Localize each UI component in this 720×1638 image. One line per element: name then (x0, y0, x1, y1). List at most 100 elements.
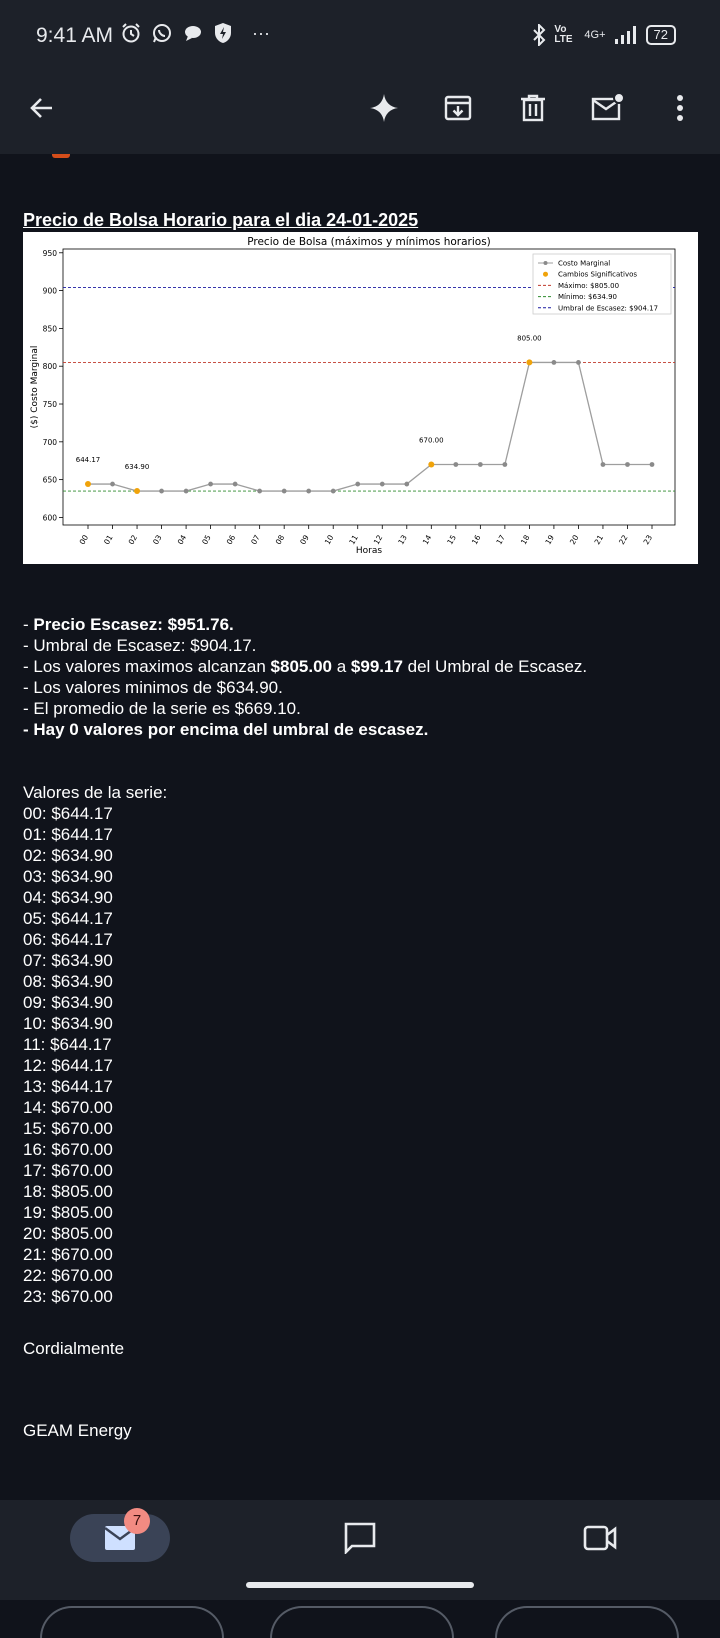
series-list: 00: $644.17 01: $644.17 02: $634.90 03: $63… (23, 803, 703, 1307)
series-point (306, 488, 312, 494)
x-tick-label: 11 (347, 533, 360, 546)
status-icons-left: ··· (120, 22, 270, 44)
summary-part: del Umbral de Escasez. (402, 657, 588, 676)
x-tick-label: 23 (642, 533, 655, 546)
legend-label: Cambios Significativos (558, 271, 637, 279)
x-tick-label: 06 (225, 533, 238, 546)
bottom-navigation: 7 (0, 1500, 720, 1600)
series-value: 09: $634.90 (23, 993, 113, 1012)
x-tick-label: 04 (176, 533, 189, 546)
whatsapp-icon (153, 24, 171, 43)
reply-button-peek[interactable] (40, 1606, 224, 1638)
more-options-button[interactable] (660, 88, 700, 128)
summary-part: - Hay 0 valores por encima del umbral de… (23, 720, 429, 739)
network-volte: Vo LTE (554, 24, 573, 45)
x-tick-label: 20 (568, 533, 581, 546)
plot-frame (62, 248, 676, 526)
status-bar: 9:41 AM ··· Vo LTE 4G+ 72 (0, 0, 720, 70)
mail-badge: 7 (124, 1508, 150, 1534)
summary-line: - Umbral de Escasez: $904.17. (23, 635, 703, 656)
legend-label: Mínimo: $634.90 (558, 293, 617, 301)
series-value: 08: $634.90 (23, 972, 113, 991)
gemini-button[interactable] (364, 88, 404, 128)
status-more: ··· (252, 22, 270, 43)
significant-point (526, 359, 533, 366)
series-value: 02: $634.90 (23, 846, 113, 865)
series-value: 22: $670.00 (23, 1266, 113, 1285)
series-value: 16: $670.00 (23, 1140, 113, 1159)
legend-label: Máximo: $805.00 (558, 282, 619, 290)
series-value: 20: $805.00 (23, 1224, 113, 1243)
nav-meet[interactable] (550, 1514, 650, 1562)
shield-bolt-icon (215, 23, 231, 43)
mark-unread-button[interactable] (588, 88, 628, 128)
summary-part: - El promedio de la serie es $669.10. (23, 699, 301, 718)
series-value: 18: $805.00 (23, 1182, 113, 1201)
series-point (477, 462, 483, 467)
legend-swatch (543, 271, 548, 277)
x-tick-label: 03 (151, 533, 164, 546)
x-tick-label: 13 (396, 533, 409, 546)
back-button[interactable] (22, 88, 62, 128)
y-tick-label: 850 (43, 324, 58, 333)
x-tick-label: 07 (249, 533, 262, 546)
y-tick-label: 950 (43, 249, 58, 258)
summary-part: Precio Escasez: $951.76. (33, 615, 234, 634)
series-value: 01: $644.17 (23, 825, 113, 844)
x-tick-label: 12 (372, 533, 385, 546)
series-value: 19: $805.00 (23, 1203, 113, 1222)
y-tick-label: 600 (43, 513, 58, 522)
home-indicator (246, 1582, 474, 1588)
y-tick-label: 800 (43, 362, 58, 371)
series-value: 06: $644.17 (23, 930, 113, 949)
price-chart: Precio de Bolsa (máximos y mínimos horar… (23, 232, 698, 564)
delete-button[interactable] (513, 88, 553, 128)
archive-button[interactable] (438, 88, 478, 128)
video-icon (583, 1525, 617, 1551)
chart-title: Precio de Bolsa (máximos y mínimos horar… (247, 236, 491, 248)
series-point (355, 481, 361, 487)
legend-label: Umbral de Escasez: $904.17 (558, 304, 658, 312)
summary-part: - Los valores minimos de $634.90. (23, 678, 283, 697)
summary-lines: - Precio Escasez: $951.76. - Umbral de Es… (23, 614, 703, 740)
x-tick-label: 21 (593, 533, 606, 546)
series-value: 05: $644.17 (23, 909, 113, 928)
nav-chat[interactable] (310, 1514, 410, 1562)
bluetooth-icon (533, 24, 546, 46)
summary-line: - Hay 0 valores por encima del umbral de… (23, 719, 703, 740)
x-tick-label: 02 (127, 533, 140, 546)
legend-box (532, 253, 672, 315)
nav-mail[interactable] (70, 1514, 170, 1562)
status-icons-right: Vo LTE 4G+ 72 (532, 24, 676, 46)
legend-swatch-dot (543, 261, 548, 265)
x-tick-label: 08 (274, 533, 287, 546)
series-value: 07: $634.90 (23, 951, 113, 970)
summary-line: - Precio Escasez: $951.76. (23, 614, 703, 635)
legend-label: Costo Marginal (558, 260, 610, 268)
forward-button-peek[interactable] (495, 1606, 679, 1638)
delete-icon (521, 94, 545, 122)
summary-part: - (23, 615, 34, 634)
y-tick-label: 700 (43, 438, 58, 447)
series-title: Valores de la serie: (23, 783, 168, 802)
series-point (576, 360, 581, 365)
x-tick-label: 09 (298, 533, 311, 546)
series-point (404, 481, 410, 487)
summary-line: - El promedio de la serie es $669.10. (23, 698, 703, 719)
x-tick-label: 00 (78, 533, 91, 546)
x-tick-label: 15 (445, 533, 458, 546)
summary-part: a (332, 657, 351, 676)
x-tick-label: 19 (543, 533, 556, 546)
x-tick-label: 16 (470, 533, 483, 546)
network-type: 4G+ (584, 29, 606, 41)
y-tick-label: 900 (43, 287, 58, 296)
status-time: 9:41 AM (36, 24, 114, 47)
series-point (183, 488, 189, 494)
summary-part: $805.00 (270, 657, 332, 676)
summary-part: - Umbral de Escasez: $904.17. (23, 636, 257, 655)
series-value: 00: $644.17 (23, 804, 113, 823)
email-toolbar (0, 70, 720, 154)
reply-all-button-peek[interactable] (270, 1606, 454, 1638)
back-arrow-icon (30, 98, 52, 118)
signal-icon (614, 26, 636, 44)
